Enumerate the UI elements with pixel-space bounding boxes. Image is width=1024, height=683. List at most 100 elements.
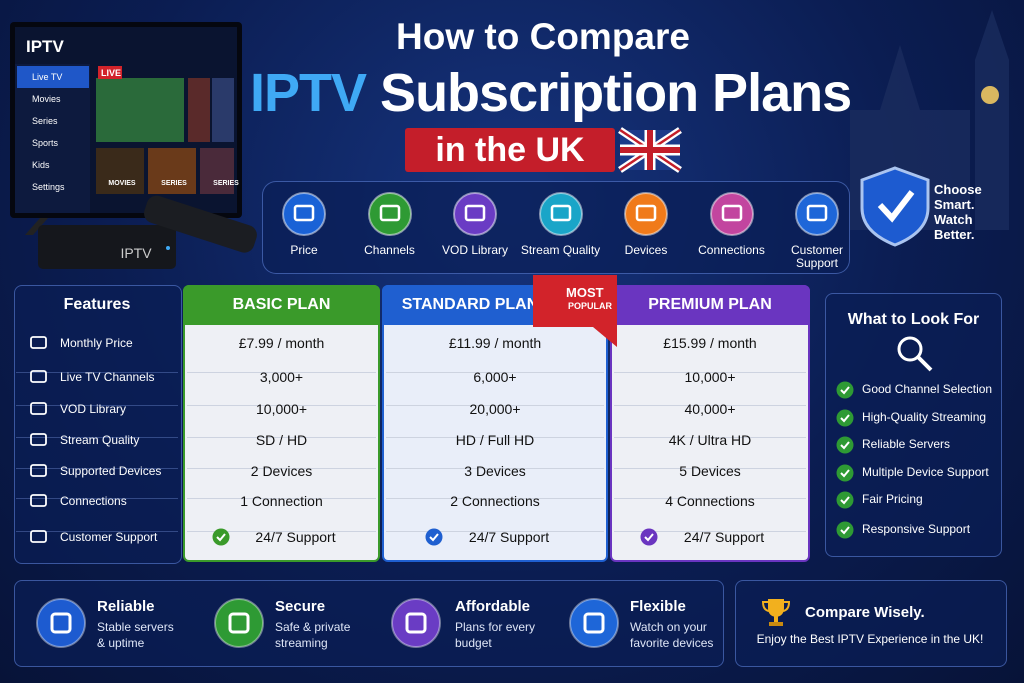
features-panel bbox=[14, 285, 182, 564]
row-divider-svg bbox=[386, 372, 604, 373]
row-divider bbox=[614, 456, 806, 469]
badge-ribbon-svg bbox=[533, 275, 617, 347]
look-for-title: What to Look For bbox=[847, 311, 980, 328]
row-divider bbox=[187, 486, 376, 499]
features-title: Features bbox=[63, 296, 131, 313]
benefit-text: Safe & private streaming bbox=[275, 620, 351, 650]
row-divider bbox=[386, 393, 604, 406]
tv-brand: IPTV bbox=[26, 37, 64, 56]
criteria-label: Stream Quality bbox=[520, 243, 601, 257]
plan-column bbox=[610, 285, 810, 562]
criteria-label: VOD Library bbox=[441, 243, 509, 257]
row-divider-svg bbox=[187, 468, 376, 469]
title-region: in the UK bbox=[435, 131, 585, 169]
feature-icon bbox=[30, 335, 48, 351]
plan-value: 2 Connections bbox=[450, 493, 540, 509]
plan-value: 24/7 Support bbox=[683, 529, 765, 545]
benefit-text: Stable servers & uptime bbox=[97, 620, 174, 650]
feature-icon bbox=[30, 463, 48, 479]
plan-name: STANDARD PLAN bbox=[401, 296, 539, 313]
plan-value: 24/7 Support bbox=[468, 529, 550, 545]
row-divider-svg bbox=[16, 498, 178, 499]
criteria-icon bbox=[367, 191, 413, 237]
row-divider-svg bbox=[386, 437, 604, 438]
look-check-svg bbox=[836, 381, 854, 399]
look-check bbox=[836, 491, 854, 509]
look-check-svg bbox=[836, 436, 854, 454]
plan-value: 3,000+ bbox=[259, 369, 304, 385]
feature-icon-svg bbox=[30, 433, 47, 446]
row-divider bbox=[16, 486, 178, 499]
feature-icon-svg bbox=[30, 336, 47, 349]
criteria-icon-svg bbox=[367, 192, 412, 236]
criteria-icon bbox=[709, 191, 755, 237]
criteria-icon-svg bbox=[795, 192, 839, 236]
look-check bbox=[836, 521, 854, 539]
tv-tile-label: MOVIES bbox=[108, 180, 136, 187]
feature-label: Customer Support bbox=[60, 530, 158, 544]
search-icon bbox=[897, 336, 933, 372]
support-check-svg bbox=[425, 528, 443, 546]
row-divider-svg bbox=[386, 468, 604, 469]
criteria-icon-svg bbox=[282, 192, 326, 236]
criteria-icon bbox=[538, 191, 584, 237]
tv-menu-item: Series bbox=[32, 116, 58, 126]
benefit-title: Flexible bbox=[630, 598, 686, 615]
row-divider bbox=[386, 456, 604, 469]
feature-label: Live TV Channels bbox=[60, 370, 155, 384]
plan-value: 40,000+ bbox=[684, 401, 736, 417]
row-divider-svg bbox=[187, 498, 376, 499]
feature-label: Connections bbox=[60, 494, 127, 508]
benefit-icon-svg bbox=[36, 598, 86, 648]
row-divider-svg bbox=[16, 531, 178, 532]
plan-header bbox=[183, 285, 380, 325]
plan-header bbox=[610, 285, 810, 325]
row-divider-svg bbox=[614, 468, 806, 469]
look-item: Good Channel Selection bbox=[862, 382, 993, 396]
criteria-icon bbox=[623, 191, 669, 237]
tv-tile-label: SERIES bbox=[213, 180, 239, 187]
row-divider bbox=[187, 360, 376, 373]
title-rest: Subscription Plans bbox=[380, 63, 852, 123]
tagline: Choose Smart. Watch Better. bbox=[934, 182, 982, 242]
row-divider bbox=[16, 360, 178, 373]
badge-bottom: POPULAR bbox=[568, 301, 613, 311]
plan-value: 1 Connection bbox=[240, 493, 323, 509]
compare-title: Compare Wisely. bbox=[805, 604, 925, 621]
tv-tile-label: SERIES bbox=[161, 180, 187, 187]
row-divider-svg bbox=[614, 372, 806, 373]
support-check-svg bbox=[640, 528, 658, 546]
support-check bbox=[640, 528, 658, 546]
benefit-icon bbox=[213, 597, 265, 649]
look-check-svg bbox=[836, 409, 854, 427]
plan-value: 20,000+ bbox=[469, 401, 521, 417]
row-divider-svg bbox=[187, 437, 376, 438]
plan-value: 2 Devices bbox=[250, 463, 313, 479]
row-divider bbox=[16, 393, 178, 406]
row-divider-svg bbox=[16, 405, 178, 406]
row-divider-svg bbox=[187, 405, 376, 406]
row-divider bbox=[614, 360, 806, 373]
feature-icon-svg bbox=[30, 402, 47, 415]
feature-icon bbox=[30, 369, 48, 385]
feature-icon bbox=[30, 432, 48, 448]
look-item: Multiple Device Support bbox=[862, 465, 989, 479]
row-divider-svg bbox=[614, 437, 806, 438]
compare-text: Enjoy the Best IPTV Experience in the UK… bbox=[756, 632, 984, 646]
row-divider bbox=[386, 486, 604, 499]
row-divider bbox=[386, 425, 604, 438]
row-divider bbox=[614, 393, 806, 406]
benefit-text: Plans for every budget bbox=[455, 620, 536, 650]
criteria-icon bbox=[281, 191, 327, 237]
row-divider-svg bbox=[386, 405, 604, 406]
row-divider bbox=[614, 486, 806, 499]
plan-value: £15.99 / month bbox=[663, 335, 757, 351]
tv-menu-item: Kids bbox=[32, 160, 50, 170]
criteria-label: Price bbox=[290, 243, 318, 257]
benefit-title: Secure bbox=[275, 598, 326, 615]
row-divider bbox=[187, 519, 376, 532]
feature-label: Monthly Price bbox=[60, 336, 133, 350]
criteria-icon-svg bbox=[538, 192, 583, 236]
feature-icon-svg bbox=[30, 464, 47, 477]
tv-menu-item: Movies bbox=[32, 94, 61, 104]
